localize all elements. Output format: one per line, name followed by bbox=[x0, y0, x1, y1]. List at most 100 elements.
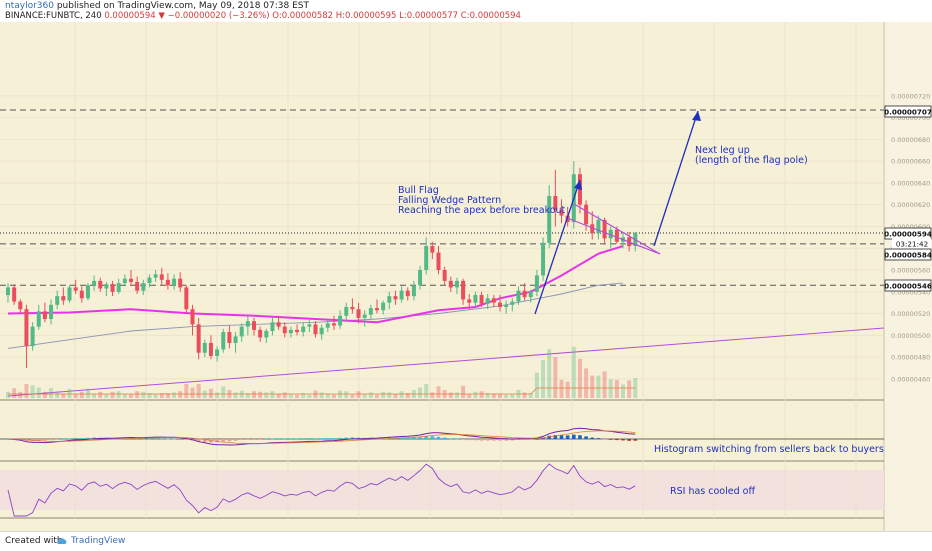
chart-background bbox=[0, 22, 884, 531]
volume-ma-line bbox=[8, 387, 636, 395]
macd-histogram-bar bbox=[442, 437, 447, 439]
candle-body bbox=[387, 296, 392, 303]
histogram-note[interactable]: Histogram switching from sellers back to… bbox=[654, 444, 884, 455]
volume-bar bbox=[104, 393, 109, 398]
macd-histogram-bar bbox=[621, 439, 625, 441]
candle-body bbox=[338, 315, 343, 326]
macd-histogram-bar bbox=[326, 438, 330, 439]
volume-bar bbox=[577, 358, 582, 398]
macd-histogram-bar bbox=[86, 437, 90, 439]
candle-body bbox=[307, 324, 312, 327]
candle-body bbox=[233, 336, 238, 343]
symbol-legend: BINANCE:FUNBTC, 240 0.00000594 ▼ −0.0000… bbox=[5, 11, 521, 21]
bull-flag-label-1: Bull Flag bbox=[398, 185, 439, 196]
macd-histogram-bar bbox=[239, 439, 244, 441]
tradingview-cloud-icon[interactable] bbox=[56, 535, 68, 546]
candle-body bbox=[208, 342, 213, 356]
macd-histogram-bar bbox=[49, 439, 53, 440]
volume-bar bbox=[534, 372, 539, 398]
arrows bbox=[534, 110, 701, 315]
macd-histogram-bar bbox=[467, 439, 472, 441]
volume-bar bbox=[430, 392, 435, 398]
candle-body bbox=[104, 284, 109, 289]
volume-bar bbox=[479, 391, 484, 398]
macd-histogram-bar bbox=[313, 438, 318, 440]
bull-flag-label-3: Reaching the apex before breakout bbox=[398, 205, 566, 216]
candle-body bbox=[196, 324, 201, 353]
macd-histogram-bar bbox=[252, 439, 256, 440]
volume-bar bbox=[485, 393, 490, 398]
volume-bar bbox=[418, 387, 423, 398]
annotation-bull-flag[interactable]: Bull Flag Falling Wedge Pattern Reaching… bbox=[398, 185, 566, 216]
symbol-name[interactable]: BINANCE:FUNBTC, 240 bbox=[5, 11, 102, 21]
macd-histogram-bar bbox=[203, 439, 207, 443]
chart-header: ntaylor360 published on TradingView.com,… bbox=[0, 0, 932, 22]
macd-histogram-bar bbox=[608, 439, 613, 440]
falling-wedge[interactable] bbox=[566, 203, 661, 255]
macd-histogram-bar bbox=[233, 439, 238, 441]
candle-body bbox=[596, 219, 601, 233]
volume-bar bbox=[405, 393, 410, 398]
candle-body bbox=[221, 332, 226, 350]
macd-histogram-bar bbox=[553, 435, 558, 439]
macd-histogram-bar bbox=[55, 439, 59, 440]
candle-body bbox=[362, 314, 367, 318]
candle-body bbox=[6, 287, 10, 296]
candle-body bbox=[239, 326, 244, 337]
macd-histogram-bar bbox=[264, 438, 269, 440]
candle-body bbox=[473, 295, 478, 303]
volume-bar bbox=[498, 393, 502, 398]
volume-bar bbox=[522, 392, 527, 398]
macd-histogram-bar bbox=[135, 438, 139, 440]
macd-histogram-bar bbox=[418, 437, 422, 439]
volume-bar bbox=[381, 391, 386, 398]
volume-bar bbox=[264, 392, 269, 398]
rsi-line bbox=[7, 463, 636, 517]
author-link[interactable]: ntaylor360 bbox=[5, 1, 54, 11]
price-labels: 0.00000707 0.00000594 03:21:42 0.0000058… bbox=[884, 105, 932, 292]
ma-fast-line bbox=[7, 245, 624, 324]
volume-bar bbox=[221, 386, 226, 398]
macd-histogram-bar bbox=[338, 437, 342, 439]
volume-bar bbox=[79, 391, 84, 398]
volume-bar bbox=[362, 394, 367, 398]
chart-area[interactable]: Bull Flag Falling Wedge Pattern Reaching… bbox=[0, 22, 932, 531]
price-tick-label: 0.00000680 bbox=[891, 136, 930, 144]
candle-body bbox=[258, 329, 263, 338]
support-trendline[interactable] bbox=[7, 327, 885, 397]
macd-histogram-bar bbox=[227, 439, 232, 442]
macd-histogram-bar bbox=[559, 435, 564, 439]
macd-histogram-bar bbox=[424, 436, 428, 439]
candle-body bbox=[479, 295, 484, 304]
volume-bar bbox=[116, 391, 121, 398]
candle-body bbox=[516, 290, 521, 302]
macd-histogram-bar bbox=[485, 439, 490, 441]
candle-body bbox=[510, 301, 515, 305]
rsi-note[interactable]: RSI has cooled off bbox=[670, 486, 755, 497]
candle-body bbox=[399, 290, 404, 300]
candle-body bbox=[288, 329, 293, 334]
volume-bar bbox=[245, 393, 250, 398]
volume-bar bbox=[547, 349, 552, 398]
macd-histogram-bar bbox=[116, 438, 121, 439]
macd-histogram-bar bbox=[332, 438, 336, 439]
volume-bar bbox=[510, 394, 515, 398]
macd-histogram-bar bbox=[504, 439, 508, 441]
macd-histogram-bar bbox=[590, 437, 595, 439]
macd-histogram-bar bbox=[147, 438, 152, 440]
candle-body bbox=[375, 308, 379, 311]
volume-bar bbox=[172, 392, 177, 398]
macd-histogram-bar bbox=[535, 438, 539, 440]
support-price-tag bbox=[884, 248, 932, 261]
candle-body bbox=[393, 296, 398, 300]
candle-body bbox=[331, 323, 336, 326]
candle-body bbox=[42, 311, 47, 319]
tradingview-brand[interactable]: TradingView bbox=[71, 536, 126, 546]
macd-histogram-bar bbox=[289, 438, 293, 440]
macd-histogram-bar bbox=[215, 439, 219, 443]
macd-histogram-bar bbox=[246, 439, 250, 440]
price-tick-label: 0.00000720 bbox=[891, 92, 930, 100]
macd-histogram-bar bbox=[282, 438, 287, 440]
macd-histogram-bar bbox=[258, 439, 262, 440]
annotation-next-leg[interactable]: Next leg up (length of the flag pole) bbox=[695, 145, 808, 166]
